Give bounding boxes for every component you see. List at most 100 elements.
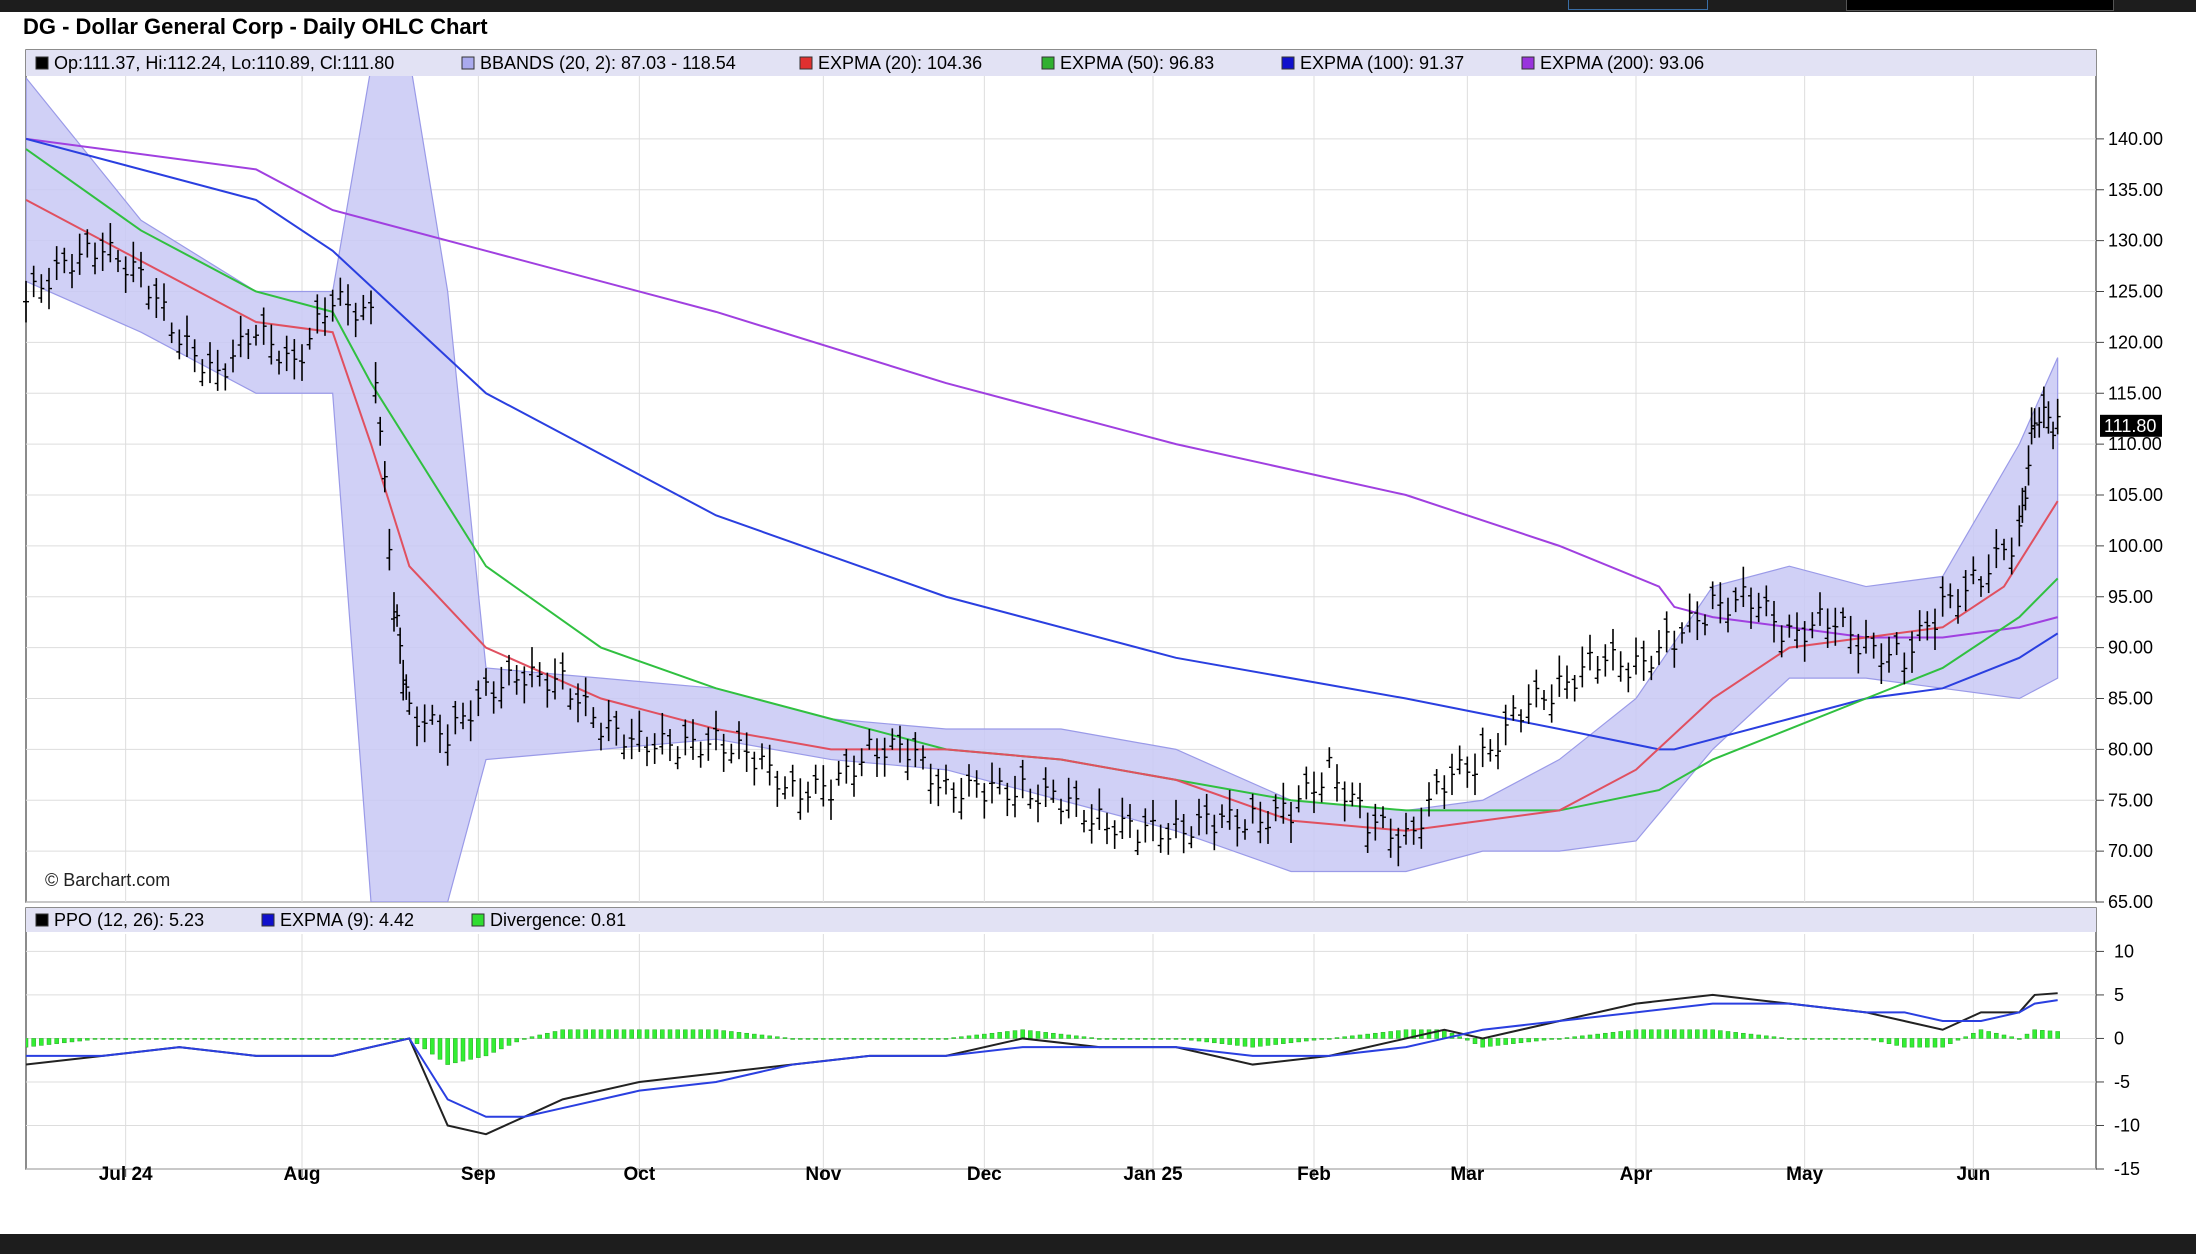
price-y-tick-label: 130.00 <box>2108 231 2163 251</box>
divergence-bar <box>115 1038 121 1040</box>
ohlc-bar <box>92 242 98 275</box>
ohlc-bar <box>1525 684 1532 725</box>
divergence-bar <box>1687 1029 1692 1039</box>
divergence-bar <box>39 1038 44 1046</box>
divergence-bar <box>1817 1038 1823 1040</box>
ohlc-bar <box>605 700 612 742</box>
ohlc-bar <box>377 416 384 446</box>
ohlc-bar <box>1081 809 1087 833</box>
ohlc-bar <box>1786 614 1793 638</box>
ohlc-bar <box>1334 764 1340 802</box>
divergence-bar <box>1595 1033 1600 1039</box>
ohlc-bar <box>1165 823 1172 855</box>
divergence-bar <box>1396 1030 1401 1039</box>
ohlc-bar <box>1656 630 1662 666</box>
price-legend-label: EXPMA (100): 91.37 <box>1300 53 1464 73</box>
divergence-bar <box>1319 1038 1324 1040</box>
ohlc-bar <box>1035 784 1041 823</box>
divergence-bar <box>1526 1038 1531 1043</box>
divergence-bar <box>767 1035 772 1039</box>
divergence-bar <box>108 1038 113 1040</box>
divergence-bar <box>644 1029 650 1039</box>
ohlc-bar <box>1510 695 1517 721</box>
divergence-bar <box>1503 1038 1508 1045</box>
divergence-bar <box>1718 1030 1723 1039</box>
ohlc-bar <box>1111 820 1118 849</box>
divergence-bar <box>476 1038 481 1058</box>
divergence-bar <box>1978 1029 1984 1039</box>
window-top-bar <box>0 0 2196 12</box>
ohlc-bar <box>381 461 388 493</box>
divergence-bar <box>897 1038 903 1040</box>
ohlc-bar <box>2022 486 2029 511</box>
divergence-bar <box>1204 1038 1209 1043</box>
ohlc-bar <box>1058 798 1064 825</box>
divergence-bar <box>161 1038 167 1040</box>
x-tick-label: Feb <box>1297 1164 1331 1185</box>
ohlc-bar <box>1257 801 1264 844</box>
x-tick-label: Jun <box>1956 1164 1990 1185</box>
ohlc-bar <box>1134 829 1141 856</box>
divergence-bar <box>629 1029 634 1039</box>
ohlc-bar <box>874 738 880 777</box>
ohlc-bar <box>444 724 451 766</box>
ohlc-bar <box>1548 684 1555 723</box>
ohlc-bar <box>1832 607 1839 646</box>
ohlc-bar <box>690 719 696 760</box>
divergence-bar <box>77 1038 82 1042</box>
ohlc-bar <box>1004 782 1011 817</box>
divergence-bar <box>138 1038 144 1040</box>
top-search-box[interactable] <box>1846 0 2114 11</box>
divergence-bar <box>828 1038 834 1040</box>
ohlc-bar <box>483 668 489 696</box>
divergence-bar <box>614 1029 619 1039</box>
divergence-bar <box>652 1029 657 1039</box>
ohlc-bar <box>1487 739 1494 762</box>
ppo-y-tick-label: -15 <box>2114 1159 2140 1179</box>
ohlc-bar <box>636 710 643 752</box>
ohlc-bar <box>1840 607 1846 628</box>
divergence-bar <box>361 1038 366 1040</box>
divergence-bar <box>1618 1031 1623 1039</box>
divergence-bar <box>1457 1036 1462 1039</box>
price-y-tick-label: 80.00 <box>2108 739 2153 759</box>
ohlc-bar <box>1418 807 1425 849</box>
ohlc-bar <box>1211 814 1218 851</box>
divergence-bar <box>598 1029 604 1039</box>
ohlc-bar <box>2008 537 2015 575</box>
divergence-bar <box>1886 1038 1892 1044</box>
ohlc-bar <box>1824 608 1831 648</box>
ohlc-bar <box>1932 608 1938 650</box>
x-tick-label: Oct <box>623 1164 655 1185</box>
ohlc-bar <box>368 290 374 325</box>
ohlc-bar <box>989 762 995 804</box>
price-y-tick-label: 75.00 <box>2108 790 2153 810</box>
divergence-bar <box>31 1038 36 1047</box>
ohlc-bar <box>1564 665 1570 699</box>
top-control-box[interactable] <box>1568 0 1708 10</box>
divergence-bar <box>1725 1031 1731 1039</box>
divergence-bar <box>805 1038 811 1040</box>
divergence-bar <box>1710 1029 1715 1039</box>
divergence-bar <box>2055 1031 2060 1039</box>
divergence-bar <box>1917 1038 1922 1048</box>
ohlc-bar <box>828 779 834 820</box>
ohlc-bar <box>1579 646 1586 688</box>
ohlc-bar <box>628 718 635 760</box>
ohlc-bar <box>506 654 512 686</box>
divergence-bar <box>675 1029 680 1039</box>
divergence-bar <box>1833 1038 1838 1040</box>
ohlc-bar <box>728 743 735 764</box>
divergence-bar <box>1104 1038 1110 1040</box>
ohlc-bar <box>2036 407 2043 438</box>
chart-frame: DG - Dollar General Corp - Daily OHLC Ch… <box>0 12 2196 1234</box>
ohlc-bar <box>1679 622 1685 644</box>
price-y-tick-label: 65.00 <box>2108 892 2153 912</box>
ohlc-bar <box>1180 813 1187 854</box>
divergence-bar <box>131 1038 136 1040</box>
divergence-bar <box>169 1038 174 1040</box>
ohlc-bar <box>1893 632 1900 656</box>
ppo-line-expma-9- <box>26 999 2058 1118</box>
divergence-bar <box>943 1038 949 1040</box>
ohlc-bar <box>1318 772 1325 803</box>
